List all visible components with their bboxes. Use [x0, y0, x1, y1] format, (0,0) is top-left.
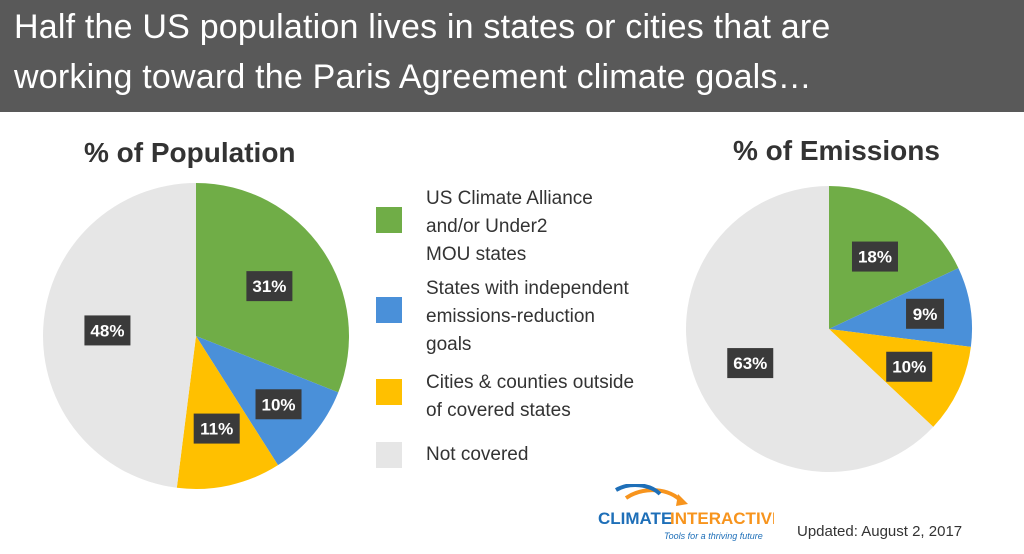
logo-word-interactive: INTERACTIVE — [670, 509, 774, 528]
legend-label-cities-counties-line-2: of covered states — [426, 400, 571, 421]
emissions-data-label-independent-goals: 9% — [906, 298, 945, 329]
emissions-data-label-alliance: 18% — [851, 241, 898, 272]
population-data-label-text-alliance: 31% — [252, 277, 286, 296]
emissions-data-label-box-alliance — [851, 241, 898, 272]
legend-label-independent-goals-line-2: emissions-reduction — [426, 306, 595, 327]
population-data-label-box-cities-counties — [193, 413, 240, 444]
population-data-label-box-independent-goals — [255, 389, 302, 420]
population-data-label-not-covered: 48% — [84, 315, 131, 346]
legend-label-independent-goals: States with independent emissions-reduct… — [426, 275, 629, 359]
logo-word-climate: CLIMATE — [598, 509, 672, 528]
population-data-label-text-not-covered: 48% — [90, 321, 124, 340]
legend-swatch-not-covered — [376, 442, 402, 468]
population-chart-title: % of Population — [84, 137, 296, 168]
emissions-data-label-box-independent-goals — [906, 298, 945, 329]
emissions-pie-chart: 18% 9% 10% 63% — [686, 186, 972, 472]
emissions-data-label-cities-counties: 10% — [886, 351, 933, 382]
emissions-slice-not-covered — [686, 186, 934, 472]
population-data-label-independent-goals: 10% — [255, 389, 302, 420]
header-title-line-1: Half the US population lives in states o… — [14, 8, 831, 46]
population-data-label-box-not-covered — [84, 315, 131, 346]
emissions-data-label-not-covered: 63% — [727, 348, 774, 379]
legend-swatch-independent-goals — [376, 297, 402, 323]
climate-interactive-logo: CLIMATE INTERACTIVE Tools for a thriving… — [598, 484, 774, 541]
legend-label-alliance-line-3: MOU states — [426, 244, 527, 265]
legend-label-cities-counties: Cities & counties outside of covered sta… — [426, 369, 634, 425]
population-data-label-text-independent-goals: 10% — [262, 395, 296, 414]
population-slice-cities-counties — [176, 336, 278, 489]
header-title-line-2: working toward the Paris Agreement clima… — [14, 58, 812, 96]
population-pie-chart: 31% 10% 11% 48% — [42, 183, 350, 489]
legend-label-independent-goals-line-3: goals — [426, 334, 472, 355]
legend-label-independent-goals-line-1: States with independent — [426, 278, 629, 299]
population-data-label-cities-counties: 11% — [193, 413, 240, 444]
legend-label-alliance-line-1: US Climate Alliance — [426, 188, 593, 209]
emissions-data-label-text-not-covered: 63% — [733, 354, 767, 373]
population-data-label-box-alliance — [246, 271, 293, 302]
legend-swatch-cities-counties — [376, 379, 402, 405]
emissions-data-label-text-cities-counties: 10% — [892, 358, 926, 377]
logo-arrow-orange — [676, 494, 688, 506]
updated-date: Updated: August 2, 2017 — [797, 523, 963, 540]
population-data-label-alliance: 31% — [246, 271, 293, 302]
header-banner: Half the US population lives in states o… — [0, 0, 1024, 112]
emissions-data-label-box-not-covered — [727, 348, 774, 379]
emissions-chart-title: % of Emissions — [733, 135, 940, 166]
legend-swatch-alliance — [376, 207, 402, 233]
emissions-data-label-text-independent-goals: 9% — [913, 305, 938, 324]
logo-swoosh-orange — [624, 488, 684, 504]
legend-label-alliance: US Climate Alliance and/or Under2 MOU st… — [426, 185, 593, 269]
emissions-data-label-box-cities-counties — [886, 351, 933, 382]
legend-label-not-covered-line-1: Not covered — [426, 444, 529, 465]
legend-label-cities-counties-line-1: Cities & counties outside — [426, 372, 635, 393]
legend-label-not-covered: Not covered — [426, 441, 528, 469]
logo-swoosh-blue — [615, 484, 662, 496]
emissions-data-label-text-alliance: 18% — [858, 248, 892, 267]
logo-tagline: Tools for a thriving future — [664, 531, 763, 541]
legend-label-alliance-line-2: and/or Under2 — [426, 216, 548, 237]
population-data-label-text-cities-counties: 11% — [200, 420, 233, 439]
